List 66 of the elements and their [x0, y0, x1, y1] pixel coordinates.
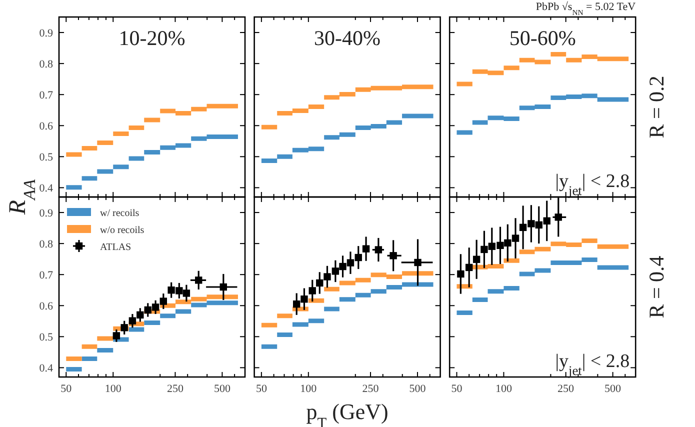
y-tick-label: 0.6	[39, 300, 54, 313]
x-tick-label: 50	[60, 383, 72, 395]
legend-label: ATLAS	[100, 242, 132, 253]
point	[144, 306, 152, 314]
y-tick-label: 0.9	[39, 208, 54, 220]
point	[354, 254, 362, 262]
point	[128, 317, 136, 324]
point	[308, 287, 316, 294]
legend-label: w/o recoils	[100, 225, 144, 236]
point	[300, 296, 308, 303]
x-tick-label: 500	[409, 383, 426, 395]
text: 50-60%	[509, 26, 576, 50]
point	[543, 217, 550, 224]
point	[112, 332, 120, 340]
point	[339, 262, 346, 270]
y-tick-label: 0.4	[39, 182, 54, 195]
point	[535, 221, 542, 229]
point	[332, 268, 340, 275]
x-tick-label: 50	[451, 383, 463, 395]
point	[528, 220, 535, 228]
point	[346, 259, 354, 266]
point	[472, 256, 480, 263]
x-tick-label: 250	[166, 383, 184, 395]
x-tick-label: 250	[362, 383, 380, 395]
point	[457, 270, 464, 278]
point	[512, 234, 520, 242]
x-tick-label: 500	[604, 383, 622, 395]
x-tick-label: 250	[558, 383, 575, 395]
point	[480, 246, 488, 254]
y-tick-label: 0.5	[39, 152, 54, 164]
legend-label: w/ recoils	[100, 208, 140, 219]
x-tick-label: 100	[300, 383, 318, 395]
point	[152, 304, 160, 311]
x-tick-label: 50	[256, 383, 268, 395]
point	[362, 245, 370, 252]
point	[504, 239, 512, 247]
chart-subtitle: PbPb √s$_{NN}$ = 5.02 TeV	[536, 1, 636, 16]
point	[120, 324, 128, 332]
point	[324, 273, 331, 280]
text: R = 0.4	[644, 255, 669, 318]
annotation: |y$_{jet}$| < 2.8	[555, 351, 630, 378]
point	[519, 224, 527, 232]
point	[176, 287, 183, 294]
point	[168, 286, 175, 294]
text: R = 0.2	[644, 76, 669, 138]
x-tick-label: 100	[495, 383, 512, 395]
x-tick-label: 500	[214, 383, 231, 395]
y-tick-label: 0.6	[39, 120, 54, 133]
point	[496, 242, 504, 250]
point	[465, 264, 473, 272]
y-tick-label: 0.7	[39, 90, 54, 102]
point	[136, 311, 144, 319]
y-tick-label: 0.7	[39, 270, 54, 282]
y-tick-label: 0.8	[39, 238, 54, 251]
x-tick-label: 100	[104, 383, 122, 395]
point	[488, 242, 496, 250]
y-tick-label: 0.5	[39, 332, 54, 344]
text: 30-40%	[314, 26, 381, 50]
point	[316, 279, 324, 287]
point	[293, 300, 300, 308]
y-tick-label: 0.4	[39, 362, 54, 375]
y-tick-label: 0.8	[39, 58, 54, 71]
point	[160, 298, 167, 305]
point	[182, 290, 190, 297]
y-tick-label: 0.9	[39, 28, 54, 40]
text: 10-20%	[118, 26, 186, 50]
